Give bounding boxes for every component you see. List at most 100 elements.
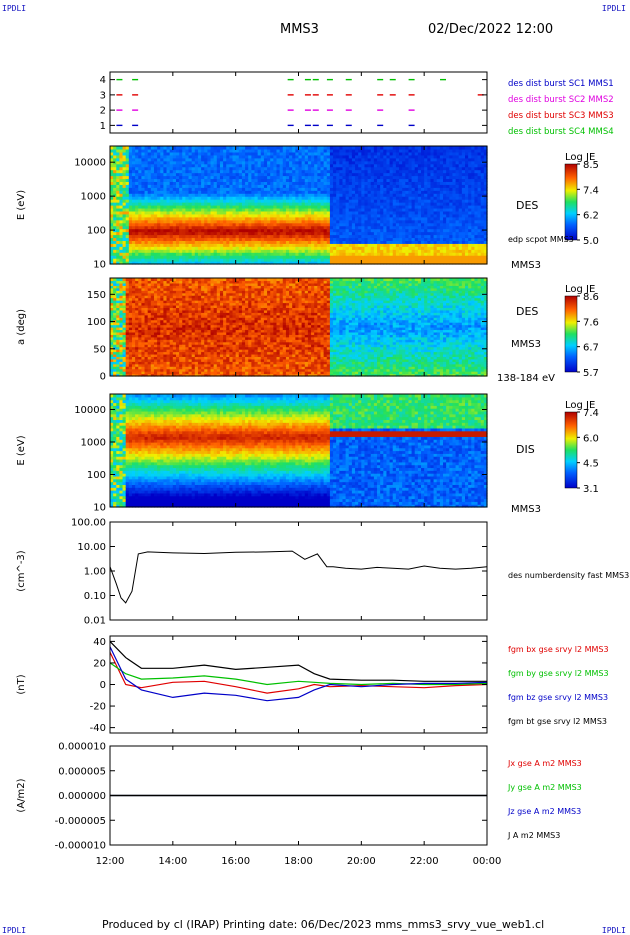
- des-energy-cell: [160, 216, 165, 221]
- des-energy-cell: [119, 175, 124, 180]
- des-energy-cell: [229, 160, 234, 165]
- des-energy-cell: [282, 234, 287, 239]
- des-energy-cell: [185, 237, 190, 241]
- des-energy-cell: [160, 151, 165, 156]
- des-energy-cell: [128, 148, 133, 153]
- des-energy-cell: [285, 146, 290, 150]
- des-energy-cell: [131, 166, 136, 171]
- des-energy-cell: [110, 193, 114, 197]
- des-energy-cell: [144, 205, 149, 209]
- des-energy-cell: [150, 255, 155, 259]
- des-energy-cell: [314, 175, 318, 180]
- des-energy-cell: [172, 243, 177, 247]
- des-energy-cell: [128, 205, 133, 209]
- des-energy-cell: [135, 240, 139, 244]
- des-energy-cell: [248, 207, 252, 212]
- des-energy-cell: [326, 193, 331, 197]
- des-energy-cell: [336, 151, 340, 156]
- des-energy-cell: [276, 146, 281, 150]
- des-energy-cell: [125, 157, 130, 162]
- des-energy-cell: [279, 148, 284, 153]
- des-energy-cell: [219, 181, 224, 185]
- des-energy-cell: [304, 213, 309, 218]
- des-energy-cell: [144, 207, 149, 212]
- des-energy-cell: [251, 181, 256, 185]
- des-energy-cell: [150, 157, 155, 162]
- des-energy-cell: [276, 193, 281, 197]
- des-energy-cell: [314, 225, 318, 230]
- des-energy-cell: [150, 181, 155, 185]
- des-energy-cell: [333, 172, 337, 177]
- des-energy-cell: [197, 160, 202, 165]
- des-energy-cell: [128, 202, 133, 206]
- des-energy-cell: [235, 231, 240, 236]
- des-energy-cell: [138, 154, 143, 159]
- des-energy-cell: [141, 146, 146, 150]
- des-energy-cell: [182, 184, 186, 188]
- des-energy-cell: [276, 190, 281, 194]
- des-energy-cell: [166, 178, 171, 182]
- des-energy-cell: [311, 178, 315, 182]
- des-energy-cell: [119, 202, 124, 206]
- des-energy-cell: [135, 148, 139, 153]
- des-energy-cell: [185, 222, 190, 227]
- des-energy-cell: [295, 261, 300, 265]
- des-energy-cell: [320, 199, 325, 203]
- des-energy-cell: [336, 249, 340, 253]
- des-energy-cell: [304, 184, 309, 188]
- des-energy-cell: [207, 148, 212, 153]
- des-energy-cell: [116, 190, 121, 194]
- des-energy-cell: [175, 190, 180, 194]
- des-energy-cell: [216, 225, 221, 230]
- des-energy-cell: [207, 222, 212, 227]
- des-energy-cell: [223, 190, 227, 194]
- des-energy-cell: [219, 258, 224, 262]
- des-energy-cell: [216, 154, 221, 159]
- des-energy-cell: [163, 187, 168, 191]
- des-energy-cell: [314, 196, 318, 200]
- des-energy-cell: [226, 184, 230, 188]
- des-energy-cell: [166, 190, 171, 194]
- des-energy-cell: [301, 228, 306, 233]
- des-energy-cell: [320, 169, 325, 174]
- des-energy-cell: [307, 196, 312, 200]
- des-energy-cell: [226, 258, 230, 262]
- des-energy-cell: [138, 151, 143, 156]
- des-energy-cell: [317, 246, 322, 250]
- des-energy-cell: [254, 178, 259, 182]
- des-energy-cell: [273, 151, 278, 156]
- des-energy-cell: [333, 160, 337, 165]
- des-energy-cell: [292, 190, 296, 194]
- des-energy-cell: [317, 175, 322, 180]
- des-energy-cell: [138, 207, 143, 212]
- des-energy-cell: [179, 187, 183, 191]
- des-energy-cell: [172, 231, 177, 236]
- des-energy-cell: [144, 228, 149, 233]
- des-energy-cell: [301, 249, 306, 253]
- des-energy-cell: [314, 255, 318, 259]
- des-energy-cell: [110, 154, 114, 159]
- des-energy-cell: [110, 210, 114, 215]
- des-energy-cell: [251, 219, 256, 224]
- des-energy-cell: [179, 228, 183, 233]
- des-energy-cell: [232, 249, 237, 253]
- des-energy-cell: [216, 175, 221, 180]
- des-energy-cell: [285, 210, 290, 215]
- des-energy-cell: [223, 187, 227, 191]
- des-energy-cell: [185, 146, 190, 150]
- des-energy-cell: [128, 190, 133, 194]
- des-energy-cell: [285, 190, 290, 194]
- des-energy-cell: [336, 246, 340, 250]
- des-energy-cell: [119, 187, 124, 191]
- des-energy-cell: [326, 213, 331, 218]
- des-energy-cell: [267, 157, 271, 162]
- des-energy-cell: [235, 181, 240, 185]
- des-energy-cell: [216, 213, 221, 218]
- des-energy-cell: [182, 219, 186, 224]
- des-energy-cell: [210, 151, 215, 156]
- des-energy-cell: [298, 231, 303, 236]
- des-energy-cell: [301, 202, 306, 206]
- des-energy-cell: [138, 222, 143, 227]
- des-energy-cell: [194, 154, 199, 159]
- des-energy-cell: [163, 225, 168, 230]
